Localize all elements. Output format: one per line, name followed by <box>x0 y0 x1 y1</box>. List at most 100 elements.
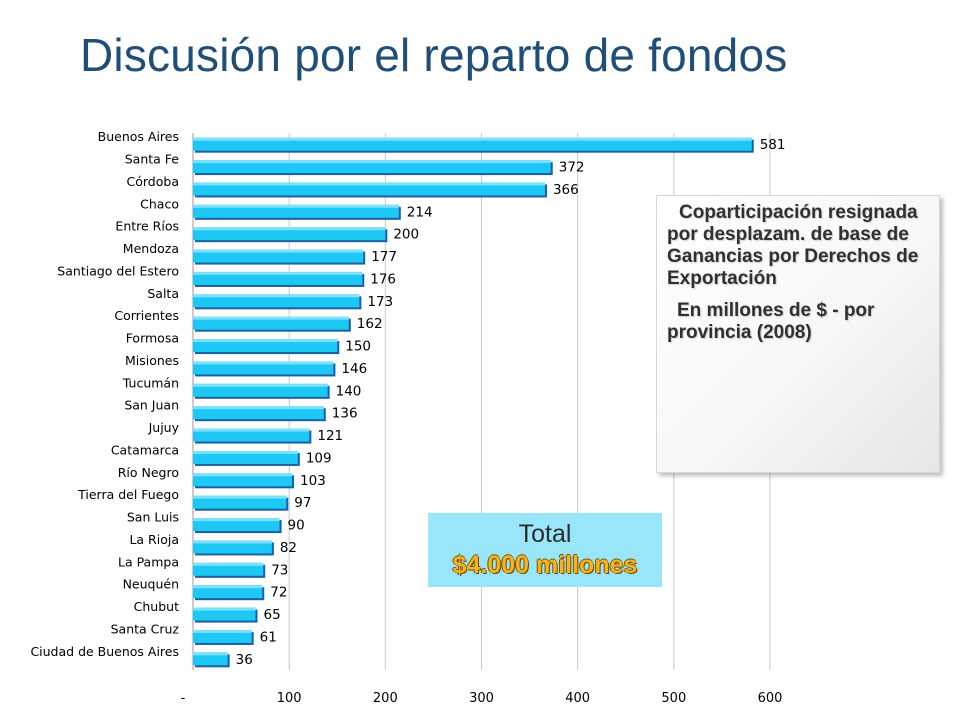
bar <box>193 629 252 643</box>
bar <box>193 495 287 509</box>
bar <box>193 227 386 241</box>
bar-highlight <box>193 339 338 343</box>
category-label: Misiones <box>125 353 179 368</box>
category-label: Ciudad de Buenos Aires <box>30 644 179 659</box>
bar <box>193 473 293 487</box>
value-label: 146 <box>341 361 367 377</box>
bar <box>193 518 280 532</box>
bar-highlight <box>193 540 272 544</box>
value-label: 97 <box>294 495 311 511</box>
bar-highlight <box>193 227 386 231</box>
value-label: 90 <box>288 518 305 534</box>
category-label: Santiago del Estero <box>57 263 179 278</box>
x-tick-label: - <box>181 691 186 706</box>
x-tick-label: 300 <box>469 691 494 706</box>
bar <box>193 406 324 420</box>
value-label: 136 <box>332 406 358 422</box>
value-label: 36 <box>236 652 253 668</box>
bar <box>193 182 545 196</box>
bar-highlight <box>193 562 264 566</box>
value-label: 103 <box>300 473 326 489</box>
bar-highlight <box>193 361 334 365</box>
category-label: Entre Ríos <box>115 219 179 234</box>
category-label: Chubut <box>134 599 179 614</box>
info-box-units: En millones de $ - por provincia (2008) <box>667 300 875 343</box>
category-label: Formosa <box>126 331 179 346</box>
bar-highlight <box>193 249 364 253</box>
category-label: San Luis <box>127 510 179 525</box>
bar-highlight <box>193 204 399 208</box>
bar-highlight <box>193 160 551 164</box>
category-label: Salta <box>147 286 179 301</box>
bar <box>193 294 360 308</box>
page-title: Discusión por el reparto de fondos <box>80 29 788 81</box>
bar <box>193 361 334 375</box>
bar-highlight <box>193 182 545 186</box>
bar-highlight <box>193 406 324 410</box>
bar-highlight <box>193 137 752 141</box>
value-label: 61 <box>260 629 277 645</box>
value-label: 581 <box>760 137 786 153</box>
bar <box>193 383 328 397</box>
value-label: 372 <box>559 160 585 176</box>
category-label: La Pampa <box>118 554 179 569</box>
bar <box>193 585 263 599</box>
info-box: Coparticipación resignada por desplazam.… <box>656 195 940 473</box>
bar-highlight <box>193 629 252 633</box>
bar-highlight <box>193 473 293 477</box>
bar-highlight <box>193 450 298 454</box>
x-tick-label: 500 <box>661 691 686 706</box>
value-label: 109 <box>306 450 332 466</box>
value-label: 140 <box>336 383 362 399</box>
value-label: 65 <box>264 607 281 623</box>
value-label: 121 <box>317 428 343 444</box>
bar-highlight <box>193 585 263 589</box>
value-label: 366 <box>553 182 579 198</box>
bar-highlight <box>193 383 328 387</box>
category-label: Corrientes <box>114 308 179 323</box>
total-value: $4.000 millones <box>452 551 638 579</box>
bar <box>193 562 264 576</box>
x-tick-label: 600 <box>758 691 783 706</box>
category-label: Chaco <box>140 196 179 211</box>
bar-highlight <box>193 518 280 522</box>
bar <box>193 160 551 174</box>
bar <box>193 271 363 285</box>
category-label: Córdoba <box>127 174 179 189</box>
x-tick-label: 200 <box>373 691 398 706</box>
bar <box>193 450 298 464</box>
value-label: 173 <box>367 294 393 310</box>
bar-highlight <box>193 316 349 320</box>
value-label: 200 <box>393 227 419 243</box>
bar-highlight <box>193 652 228 656</box>
value-label: 176 <box>370 271 396 287</box>
bar-highlight <box>193 271 363 275</box>
bar <box>193 137 752 151</box>
value-label: 72 <box>270 585 287 601</box>
category-label: Santa Cruz <box>111 621 180 636</box>
category-label: Neuquén <box>123 577 179 592</box>
bar <box>193 204 399 218</box>
info-box-description: Coparticipación resignada por desplazam.… <box>667 202 919 289</box>
category-label: Mendoza <box>123 241 179 256</box>
value-label: 82 <box>280 540 297 556</box>
value-label: 150 <box>345 339 371 355</box>
x-tick-label: 100 <box>277 691 302 706</box>
value-label: 177 <box>371 249 397 265</box>
category-label: Buenos Aires <box>98 129 179 144</box>
bar <box>193 339 338 353</box>
category-label: La Rioja <box>129 532 179 547</box>
category-label: Tierra del Fuego <box>77 487 179 502</box>
bar-highlight <box>193 428 310 432</box>
bar <box>193 428 310 442</box>
category-label: Jujuy <box>148 420 180 435</box>
x-tick-label: 400 <box>565 691 590 706</box>
bar <box>193 316 349 330</box>
value-label: 73 <box>271 562 288 578</box>
bar-highlight <box>193 294 360 298</box>
bar <box>193 607 256 621</box>
bar <box>193 249 364 263</box>
category-label: San Juan <box>124 398 179 413</box>
bar-highlight <box>193 607 256 611</box>
